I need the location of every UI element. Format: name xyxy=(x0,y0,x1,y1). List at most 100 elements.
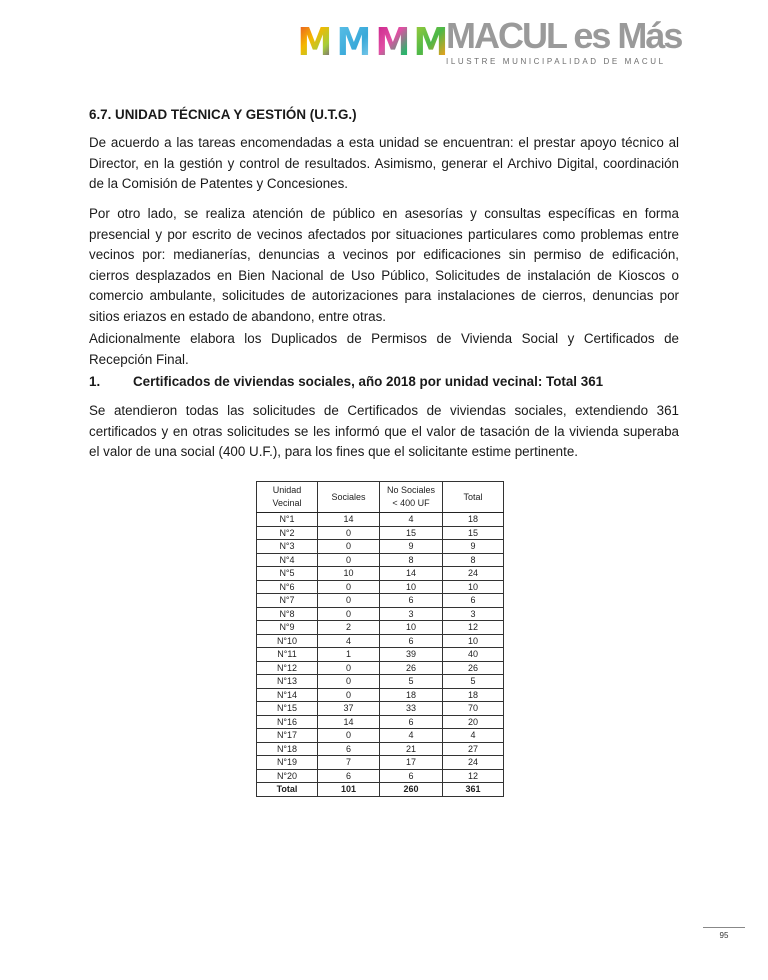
table-cell: 10 xyxy=(442,579,504,594)
table-cell: N°2 xyxy=(256,525,318,540)
column-header-text: Unidad xyxy=(272,485,302,495)
table-cell: 0 xyxy=(317,606,380,621)
table-cell: 21 xyxy=(379,741,443,756)
column-header-text: No Sociales xyxy=(386,485,436,495)
table-cell: N°13 xyxy=(256,674,318,689)
paragraph-line: vecinos por: medianerías, denuncias a ve… xyxy=(89,247,679,263)
table-cell: Total xyxy=(256,782,318,797)
table-cell: 0 xyxy=(317,687,380,702)
table-cell: N°15 xyxy=(256,701,318,716)
table-cell: 9 xyxy=(379,539,443,554)
table-cell: 20 xyxy=(442,714,504,729)
subsection-title: Certificados de viviendas sociales, año … xyxy=(133,374,604,389)
table-cell: 27 xyxy=(442,741,504,756)
table-cell: 5 xyxy=(379,674,443,689)
page-number: 95 xyxy=(719,931,729,940)
column-header: Total xyxy=(442,481,504,513)
table-cell: 15 xyxy=(379,525,443,540)
column-header-text: Total xyxy=(463,491,483,502)
logo-letter: M xyxy=(413,20,449,64)
table-cell: N°19 xyxy=(256,755,318,770)
table-cell: N°12 xyxy=(256,660,318,675)
table-cell: 6 xyxy=(379,593,443,608)
paragraph-line: Recepción Final. xyxy=(89,351,189,367)
table-cell: N°3 xyxy=(256,539,318,554)
table-row: N°14 0 18 18 xyxy=(256,687,504,702)
table-cell: 8 xyxy=(442,552,504,567)
table-cell: 12 xyxy=(442,620,504,635)
table-total-row: Total 101 260 361 xyxy=(256,782,504,797)
table-cell: N°11 xyxy=(256,647,318,662)
table-cell: 17 xyxy=(379,755,443,770)
column-header: Unidad Vecinal xyxy=(256,481,318,513)
table-row: N°4 0 8 8 xyxy=(256,552,504,567)
table-cell: 4 xyxy=(442,728,504,743)
table-cell: 6 xyxy=(379,714,443,729)
table-row: N°18 6 21 27 xyxy=(256,741,504,756)
logo-letter: M xyxy=(336,20,371,64)
table-cell: 10 xyxy=(379,579,443,594)
table-cell: 0 xyxy=(317,539,380,554)
table-cell: N°9 xyxy=(256,620,318,635)
paragraph-line: cierros desplazados en Bien Nacional de … xyxy=(89,267,679,283)
table-cell: 26 xyxy=(442,660,504,675)
column-header-text: Vecinal xyxy=(272,498,302,508)
table-cell: 361 xyxy=(442,782,504,797)
section-title: 6.7. UNIDAD TÉCNICA Y GESTIÓN (U.T.G.) xyxy=(89,107,357,122)
paragraph-line: Se atendieron todas las solicitudes de C… xyxy=(89,403,679,418)
table-cell: 14 xyxy=(317,512,380,527)
table-cell: 0 xyxy=(317,552,380,567)
table-cell: 24 xyxy=(442,755,504,770)
paragraph: Por otro lado, se realiza atención de pú… xyxy=(89,204,679,328)
table-cell: 6 xyxy=(442,593,504,608)
table-row: N°13 0 5 5 xyxy=(256,674,504,689)
certificates-table: Unidad Vecinal Sociales No Sociales < 400 UF… xyxy=(256,481,504,797)
table-cell: N°18 xyxy=(256,741,318,756)
table-row: N°8 0 3 3 xyxy=(256,606,504,621)
table-cell: 0 xyxy=(317,674,380,689)
table-cell: N°20 xyxy=(256,768,318,783)
paragraph: De acuerdo a las tareas encomendadas a e… xyxy=(89,133,679,195)
table-header-row: Unidad Vecinal Sociales No Sociales < 400 UF… xyxy=(256,481,504,513)
table-cell: 3 xyxy=(379,606,443,621)
table-cell: 1 xyxy=(317,647,380,662)
paragraph: Se atendieron todas las solicitudes de C… xyxy=(89,401,679,463)
table-cell: 6 xyxy=(379,633,443,648)
table-cell: 14 xyxy=(379,566,443,581)
table-cell: 18 xyxy=(442,512,504,527)
paragraph-line: certificados y en otras solicitudes se l… xyxy=(89,423,679,439)
paragraph-line: de la Comisión de Patentes y Concesiones… xyxy=(89,176,349,192)
paragraph-line: Adicionalmente elabora los Duplicados de… xyxy=(89,331,679,346)
table-cell: 4 xyxy=(379,512,443,527)
table-row: N°6 0 10 10 xyxy=(256,579,504,594)
table-cell: 10 xyxy=(379,620,443,635)
table-cell: N°14 xyxy=(256,687,318,702)
table-row: N°16 14 6 20 xyxy=(256,714,504,729)
table-row: N°2 0 15 15 xyxy=(256,525,504,540)
table-cell: 14 xyxy=(317,714,380,729)
column-header-text: Sociales xyxy=(331,491,366,502)
paragraph-line: presencial y por escrito de vecinos afec… xyxy=(89,226,679,242)
table-cell: N°7 xyxy=(256,593,318,608)
table-cell: N°1 xyxy=(256,512,318,527)
table-cell: 10 xyxy=(317,566,380,581)
paragraph-line: Director, en la gestión y control de res… xyxy=(89,155,679,171)
table-cell: N°17 xyxy=(256,728,318,743)
logo-letter: M xyxy=(297,20,332,64)
table-row: N°7 0 6 6 xyxy=(256,593,504,608)
table-cell: 37 xyxy=(317,701,380,716)
macul-logo-mark: M M M M xyxy=(296,22,449,62)
table-row: N°10 4 6 10 xyxy=(256,633,504,648)
table-cell: 24 xyxy=(442,566,504,581)
table-cell: 0 xyxy=(317,728,380,743)
table-cell: 4 xyxy=(379,728,443,743)
table-row: N°15 37 33 70 xyxy=(256,701,504,716)
table-cell: 260 xyxy=(379,782,443,797)
table-cell: 10 xyxy=(442,633,504,648)
paragraph: Adicionalmente elabora los Duplicados de… xyxy=(89,329,679,370)
table-cell: N°6 xyxy=(256,579,318,594)
table-cell: N°5 xyxy=(256,566,318,581)
table-cell: 8 xyxy=(379,552,443,567)
table-cell: 26 xyxy=(379,660,443,675)
